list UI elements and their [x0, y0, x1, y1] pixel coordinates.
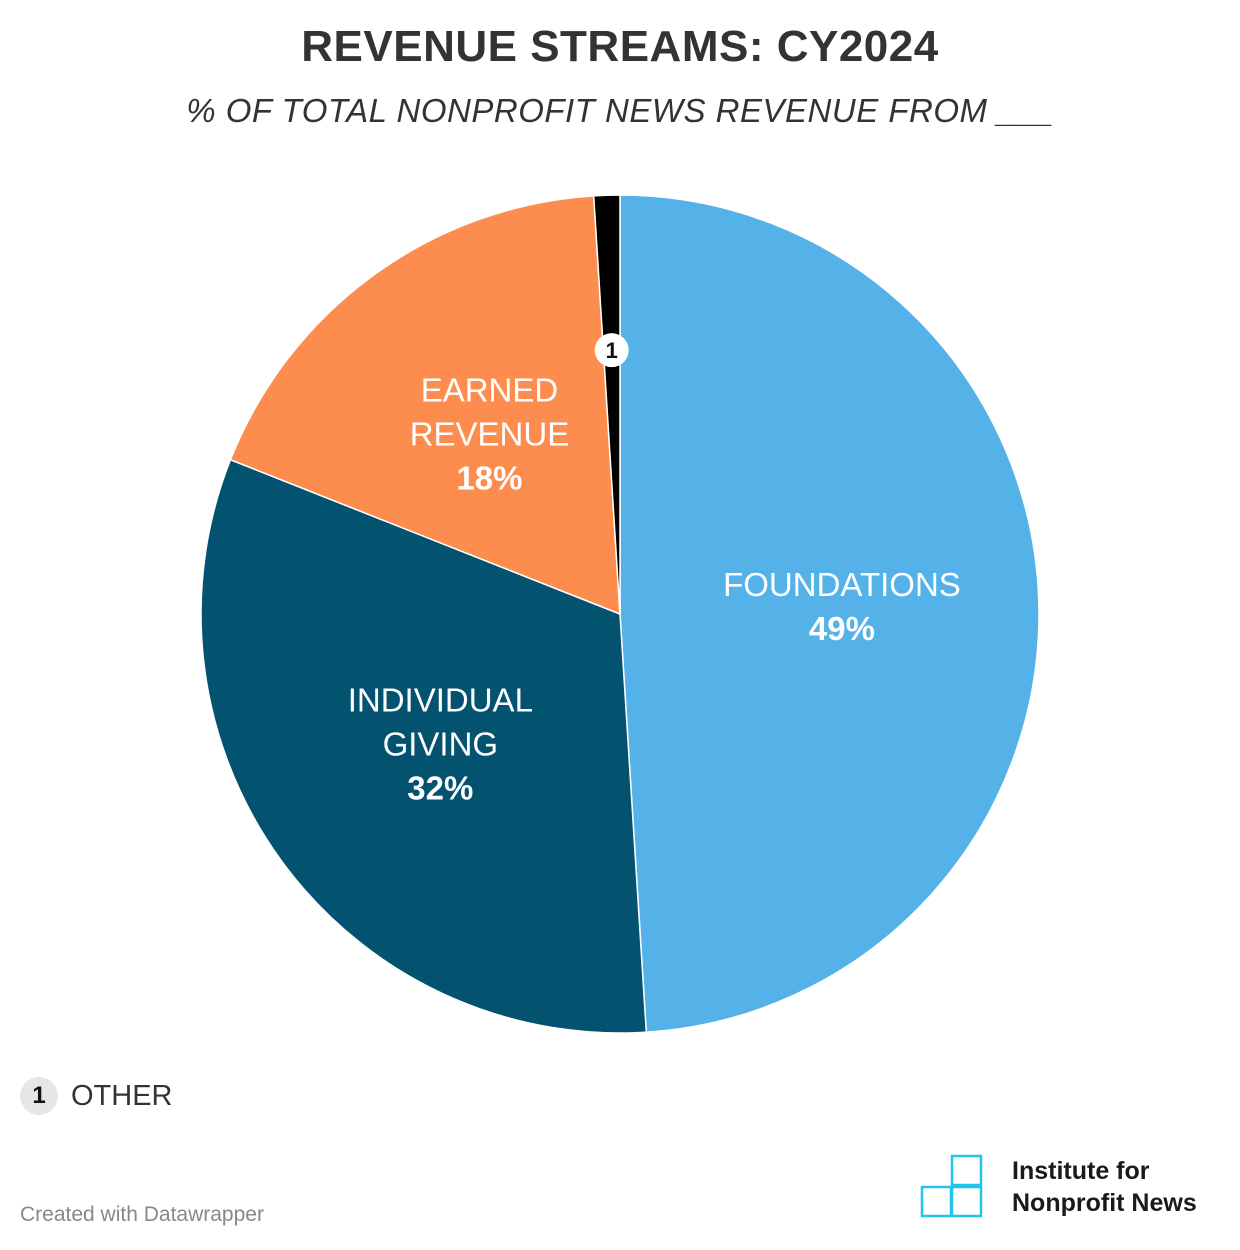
legend-marker: 1: [20, 1077, 58, 1115]
pie-chart: FOUNDATIONS 49% INDIVIDUAL GIVING 32% EARNED R…: [200, 194, 1040, 1034]
slice-label-earned-revenue-line-1: EARNED: [421, 371, 559, 408]
stacked-squares-logo-icon: [920, 1154, 983, 1218]
brand-logo: Institute for Nonprofit News: [920, 1154, 1197, 1220]
datawrapper-credit: Created with Datawrapper: [20, 1203, 264, 1226]
legend: 1 OTHER: [20, 1076, 173, 1116]
chart-subtitle: % OF TOTAL NONPROFIT NEWS REVENUE FROM _…: [186, 92, 1054, 129]
pie-footnote-marker: [594, 333, 629, 368]
pie-footnote-number: 1: [606, 338, 618, 363]
brand-name: Institute for Nonprofit News: [1012, 1155, 1197, 1219]
slice-value-individual-giving: 32%: [407, 770, 473, 807]
brand-line-1: Institute for: [1012, 1157, 1150, 1185]
slice-label-individual-giving-line-2: GIVING: [383, 726, 499, 763]
slice-label-earned-revenue-line-2: REVENUE: [410, 415, 570, 452]
chart-title: REVENUE STREAMS: CY2024: [301, 22, 939, 71]
pie-slice-individual-giving: [200, 458, 648, 1034]
slice-value-foundations: 49%: [809, 610, 875, 647]
slice-label-individual-giving-line-1: INDIVIDUAL: [348, 682, 533, 719]
pie-slice-other: [592, 194, 621, 615]
slice-label-foundations-line-1: FOUNDATIONS: [723, 566, 961, 603]
legend-label: OTHER: [71, 1079, 173, 1112]
pie-labels: FOUNDATIONS 49% INDIVIDUAL GIVING 32% EARNED R…: [348, 333, 961, 807]
slice-value-earned-revenue: 18%: [456, 459, 522, 496]
brand-line-2: Nonprofit News: [1012, 1189, 1197, 1217]
pie-slice-foundations: [619, 194, 1040, 1033]
pie-slice-earned-revenue: [229, 195, 621, 616]
pie-slices: [200, 194, 1040, 1034]
